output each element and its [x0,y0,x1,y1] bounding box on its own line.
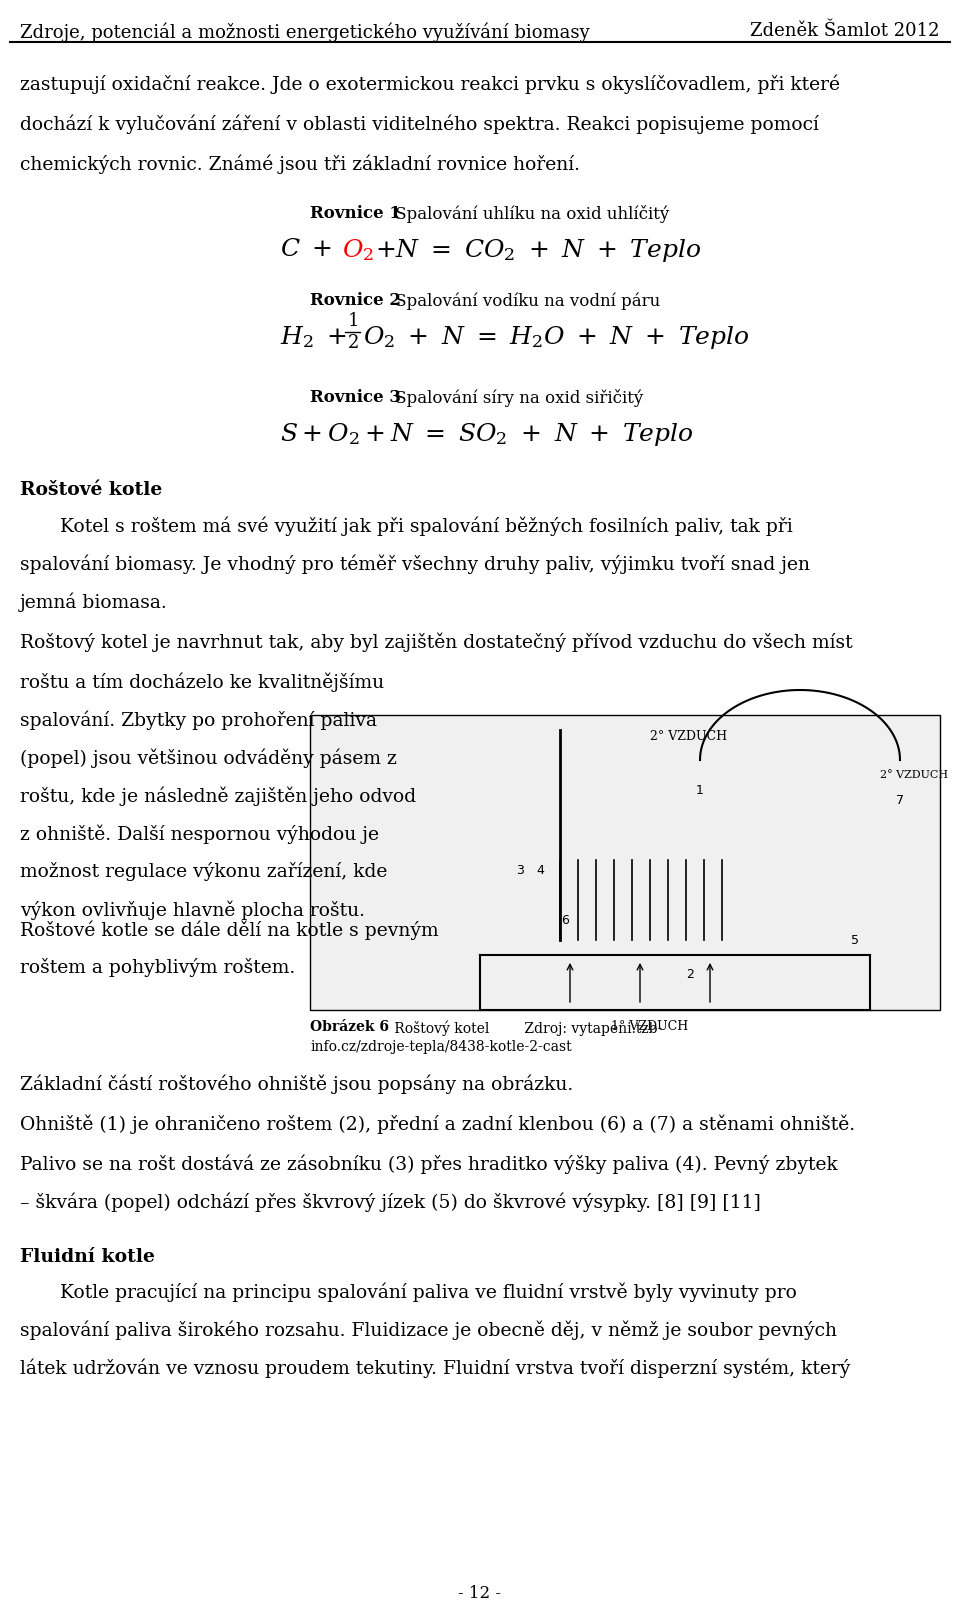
Text: jemná biomasa.: jemná biomasa. [20,592,168,611]
Text: – škvára (popel) odchází přes škvrový jízek (5) do škvrové výsypky. [8] [9] [11]: – škvára (popel) odchází přes škvrový jí… [20,1193,761,1213]
Text: (popel) jsou většinou odváděny pásem z: (popel) jsou většinou odváděny pásem z [20,747,396,767]
Text: Rovnice 2: Rovnice 2 [310,292,401,310]
Text: spalování biomasy. Je vhodný pro téměř všechny druhy paliv, výjimku tvoří snad j: spalování biomasy. Je vhodný pro téměř v… [20,553,810,574]
Text: spalování paliva širokého rozsahu. Fluidizace je obecně děj, v němž je soubor pe: spalování paliva širokého rozsahu. Fluid… [20,1322,837,1341]
Text: roštu, kde je následně zajištěn jeho odvod: roštu, kde je následně zajištěn jeho odv… [20,786,416,805]
Text: Spalování vodíku na vodní páru: Spalování vodíku na vodní páru [390,292,660,310]
Text: 1° VZDUCH: 1° VZDUCH [612,1020,688,1033]
Text: Obrázek 6: Obrázek 6 [310,1020,389,1035]
Text: 3: 3 [516,863,524,876]
Text: zastupují oxidační reakce. Jde o exotermickou reakci prvku s okyslíčovadlem, při: zastupují oxidační reakce. Jde o exoterm… [20,75,840,95]
Text: 4: 4 [536,863,544,876]
Text: Zdroje, potenciál a možnosti energetického využívání biomasy: Zdroje, potenciál a možnosti energetické… [20,22,589,42]
Text: 2° VZDUCH: 2° VZDUCH [880,770,948,780]
Text: $+ N\ =\ CO_2\ +\ N\ +\ Teplo$: $+ N\ =\ CO_2\ +\ N\ +\ Teplo$ [375,237,701,265]
Text: Spalování uhlíku na oxid uhlíčitý: Spalování uhlíku na oxid uhlíčitý [390,205,669,223]
Text: $1$: $1$ [347,313,358,330]
Text: dochází k vylučování záření v oblasti viditelného spektra. Reakci popisujeme pom: dochází k vylučování záření v oblasti vi… [20,115,819,135]
Text: Kotle pracující na principu spalování paliva ve fluidní vrstvě byly vyvinuty pro: Kotle pracující na principu spalování pa… [60,1283,797,1302]
Text: Základní částí roštového ohniště jsou popsány na obrázku.: Základní částí roštového ohniště jsou po… [20,1075,573,1094]
Text: výkon ovlivňuje hlavně plocha roštu.: výkon ovlivňuje hlavně plocha roštu. [20,900,365,919]
Text: chemických rovnic. Známé jsou tři základní rovnice hoření.: chemických rovnic. Známé jsou tři základ… [20,156,580,175]
Text: Kotel s roštem má své využití jak při spalování běžných fosilních paliv, tak při: Kotel s roštem má své využití jak při sp… [60,516,793,536]
Text: Spalování síry na oxid siřičitý: Spalování síry na oxid siřičitý [390,390,643,407]
Text: $S + O_2 + N\ =\ SO_2\ +\ N\ +\ Teplo$: $S + O_2 + N\ =\ SO_2\ +\ N\ +\ Teplo$ [280,420,693,448]
Text: 6: 6 [561,914,569,927]
Text: roštu a tím docházelo ke kvalitnějšímu: roštu a tím docházelo ke kvalitnějšímu [20,672,384,691]
Text: Rovnice 3: Rovnice 3 [310,390,401,406]
Text: - 12 -: - 12 - [459,1585,501,1602]
Text: látek udržován ve vznosu proudem tekutiny. Fluidní vrstva tvoří disperzní systém: látek udržován ve vznosu proudem tekutin… [20,1359,851,1378]
Text: $2$: $2$ [347,334,359,351]
Text: $C\ +\ $: $C\ +\ $ [280,237,332,261]
Text: spalování. Zbytky po prohoření paliva: spalování. Zbytky po prohoření paliva [20,711,377,730]
Text: $O_2\ +\ N\ =\ H_2O\ +\ N\ +\ Teplo$: $O_2\ +\ N\ =\ H_2O\ +\ N\ +\ Teplo$ [363,324,750,351]
Text: 7: 7 [896,794,904,807]
Text: 2° VZDUCH: 2° VZDUCH [650,730,727,743]
Text: Rovnice 1: Rovnice 1 [310,205,401,221]
Text: Palivo se na rošt dostává ze zásobníku (3) přes hraditko výšky paliva (4). Pevný: Palivo se na rošt dostává ze zásobníku (… [20,1155,838,1174]
Text: $O_2$: $O_2$ [342,237,373,263]
Text: Ohniště (1) je ohraničeno roštem (2), přední a zadní klenbou (6) a (7) a stěnami: Ohniště (1) je ohraničeno roštem (2), př… [20,1115,855,1134]
Text: Roštový kotel        Zdroj: vytapeni.tzb-: Roštový kotel Zdroj: vytapeni.tzb- [390,1020,662,1036]
Text: Roštový kotel je navrhnut tak, aby byl zajištěn dostatečný přívod vzduchu do vše: Roštový kotel je navrhnut tak, aby byl z… [20,632,852,651]
Text: roštem a pohyblivým roštem.: roštem a pohyblivým roštem. [20,958,296,977]
Text: 1: 1 [696,783,704,797]
Text: možnost regulace výkonu zařízení, kde: možnost regulace výkonu zařízení, kde [20,861,388,881]
Text: Zdeněk Šamlot 2012: Zdeněk Šamlot 2012 [751,22,940,40]
Text: info.cz/zdroje-tepla/8438-kotle-2-cast: info.cz/zdroje-tepla/8438-kotle-2-cast [310,1039,571,1054]
Text: z ohniště. Další nespornou výhodou je: z ohniště. Další nespornou výhodou je [20,824,379,844]
Text: 2: 2 [686,969,694,982]
FancyBboxPatch shape [310,715,940,1011]
Text: Roštové kotle se dále dělí na kotle s pevným: Roštové kotle se dále dělí na kotle s pe… [20,921,439,940]
Text: $H_2\ +\ $: $H_2\ +\ $ [280,324,347,350]
Text: Fluidní kotle: Fluidní kotle [20,1248,155,1266]
Text: Roštové kotle: Roštové kotle [20,481,162,499]
Text: 5: 5 [851,934,859,946]
